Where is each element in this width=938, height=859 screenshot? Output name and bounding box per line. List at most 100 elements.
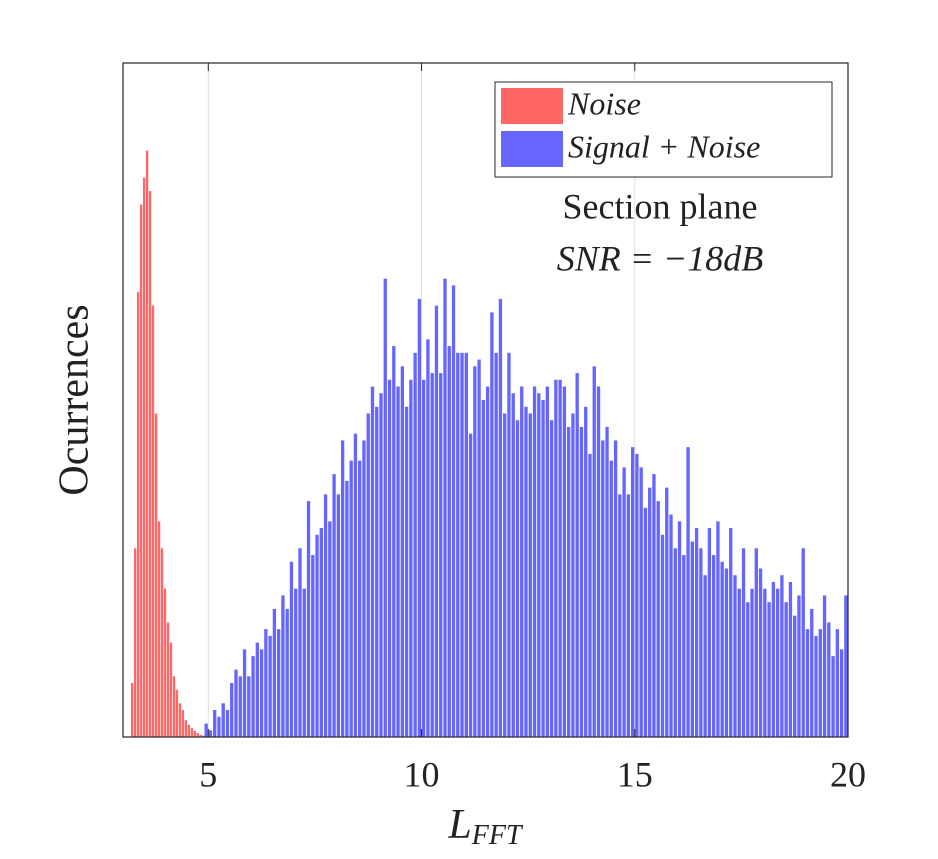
histogram-bar (392, 346, 396, 737)
histogram-bar (618, 494, 622, 737)
histogram-bar (596, 386, 601, 737)
histogram-bar (323, 494, 328, 737)
histogram-bar (172, 676, 176, 737)
histogram-bar (259, 649, 264, 737)
histogram-bar (665, 487, 669, 737)
histogram-bar (827, 622, 831, 737)
histogram-bar (720, 561, 724, 737)
histogram-bar (673, 548, 677, 737)
histogram-bar (498, 298, 503, 737)
histogram-bar (255, 642, 260, 737)
histogram-bar (737, 588, 741, 737)
histogram-bar (605, 426, 609, 737)
histogram-bar (613, 440, 618, 737)
x-tick-label: 15 (617, 754, 653, 794)
histogram-bar (417, 298, 422, 737)
histogram-bar (426, 339, 430, 737)
plot-frame (122, 62, 849, 738)
histogram-bar (289, 561, 294, 737)
histogram-bar (775, 588, 780, 737)
histogram-bar (451, 285, 456, 737)
histogram-bar (204, 723, 208, 737)
histogram-bar (652, 474, 656, 737)
histogram-bar (660, 534, 665, 737)
histogram-bar (784, 602, 788, 737)
histogram-bar (187, 724, 191, 737)
histogram-bar (822, 595, 827, 737)
histogram-bar (537, 393, 541, 737)
histogram-bar (319, 528, 323, 737)
histogram-bar (349, 460, 353, 737)
histogram-bar (763, 588, 767, 737)
histogram-bar (247, 676, 251, 737)
histogram-bar (306, 501, 311, 737)
histogram-bar (464, 352, 468, 737)
histogram-bar (272, 608, 277, 737)
histogram-bar (251, 656, 255, 737)
histogram-bar (175, 689, 179, 737)
histogram-bar (677, 521, 682, 737)
histogram-bar (447, 346, 451, 737)
x-axis-label-subscript: FFT (471, 820, 524, 851)
histogram-bar (345, 480, 349, 737)
histogram-bar (225, 710, 230, 737)
histogram-bar (434, 305, 439, 737)
histogram-bar (549, 420, 554, 737)
histogram-bar (703, 575, 707, 737)
histogram-bar (178, 703, 182, 737)
histogram-bar (635, 453, 639, 737)
histogram-bar (160, 548, 164, 737)
histogram-bar (711, 555, 716, 737)
histogram-bar (196, 732, 200, 737)
histogram-bar (639, 467, 643, 737)
histogram-bar (145, 150, 149, 737)
histogram-bar (340, 440, 345, 737)
histogram-bar (193, 730, 197, 737)
histogram-bar (622, 467, 626, 737)
histogram-bar (694, 528, 699, 737)
annotation: Section plane (563, 186, 758, 226)
histogram-bar (387, 379, 392, 737)
histogram-bar (485, 386, 490, 737)
histogram-bar (315, 534, 319, 737)
histogram-bar (217, 716, 221, 737)
histogram-bar (370, 386, 375, 737)
histogram-bar (601, 440, 605, 737)
histogram-bar (148, 191, 152, 737)
histogram-bar (336, 494, 341, 737)
histogram-bar (750, 588, 754, 737)
histogram-bar (554, 379, 558, 737)
histogram-bar (142, 177, 146, 737)
histogram-bar (362, 440, 366, 737)
histogram-bar (716, 521, 720, 737)
histogram-bar (366, 413, 370, 737)
histogram-bar (797, 595, 801, 737)
histogram-bar (669, 514, 673, 737)
histogram-bar (213, 710, 217, 737)
histogram-bar (515, 420, 520, 737)
histogram-bar (169, 642, 173, 737)
histogram-bar (707, 528, 712, 737)
legend-label: Noise (567, 85, 641, 121)
histogram-bar (358, 460, 362, 737)
histogram-bar (780, 575, 784, 737)
histogram-bar (810, 608, 814, 737)
histogram-bar (136, 292, 140, 737)
histogram-bar (839, 649, 844, 737)
histogram-bar (268, 635, 272, 737)
histogram-bar (571, 413, 575, 737)
x-tick-label: 10 (404, 754, 440, 794)
legend-swatch (501, 88, 563, 124)
histogram-bar (699, 548, 703, 737)
histogram-bar (511, 393, 515, 737)
histogram-bar (643, 507, 648, 737)
histogram-bar (835, 629, 840, 737)
histogram-bar (234, 669, 238, 737)
histogram-bar (328, 521, 332, 737)
histogram-bar (242, 649, 247, 737)
histogram-bar (276, 629, 281, 737)
histogram-bar (746, 602, 750, 737)
histogram-bar (409, 379, 413, 737)
